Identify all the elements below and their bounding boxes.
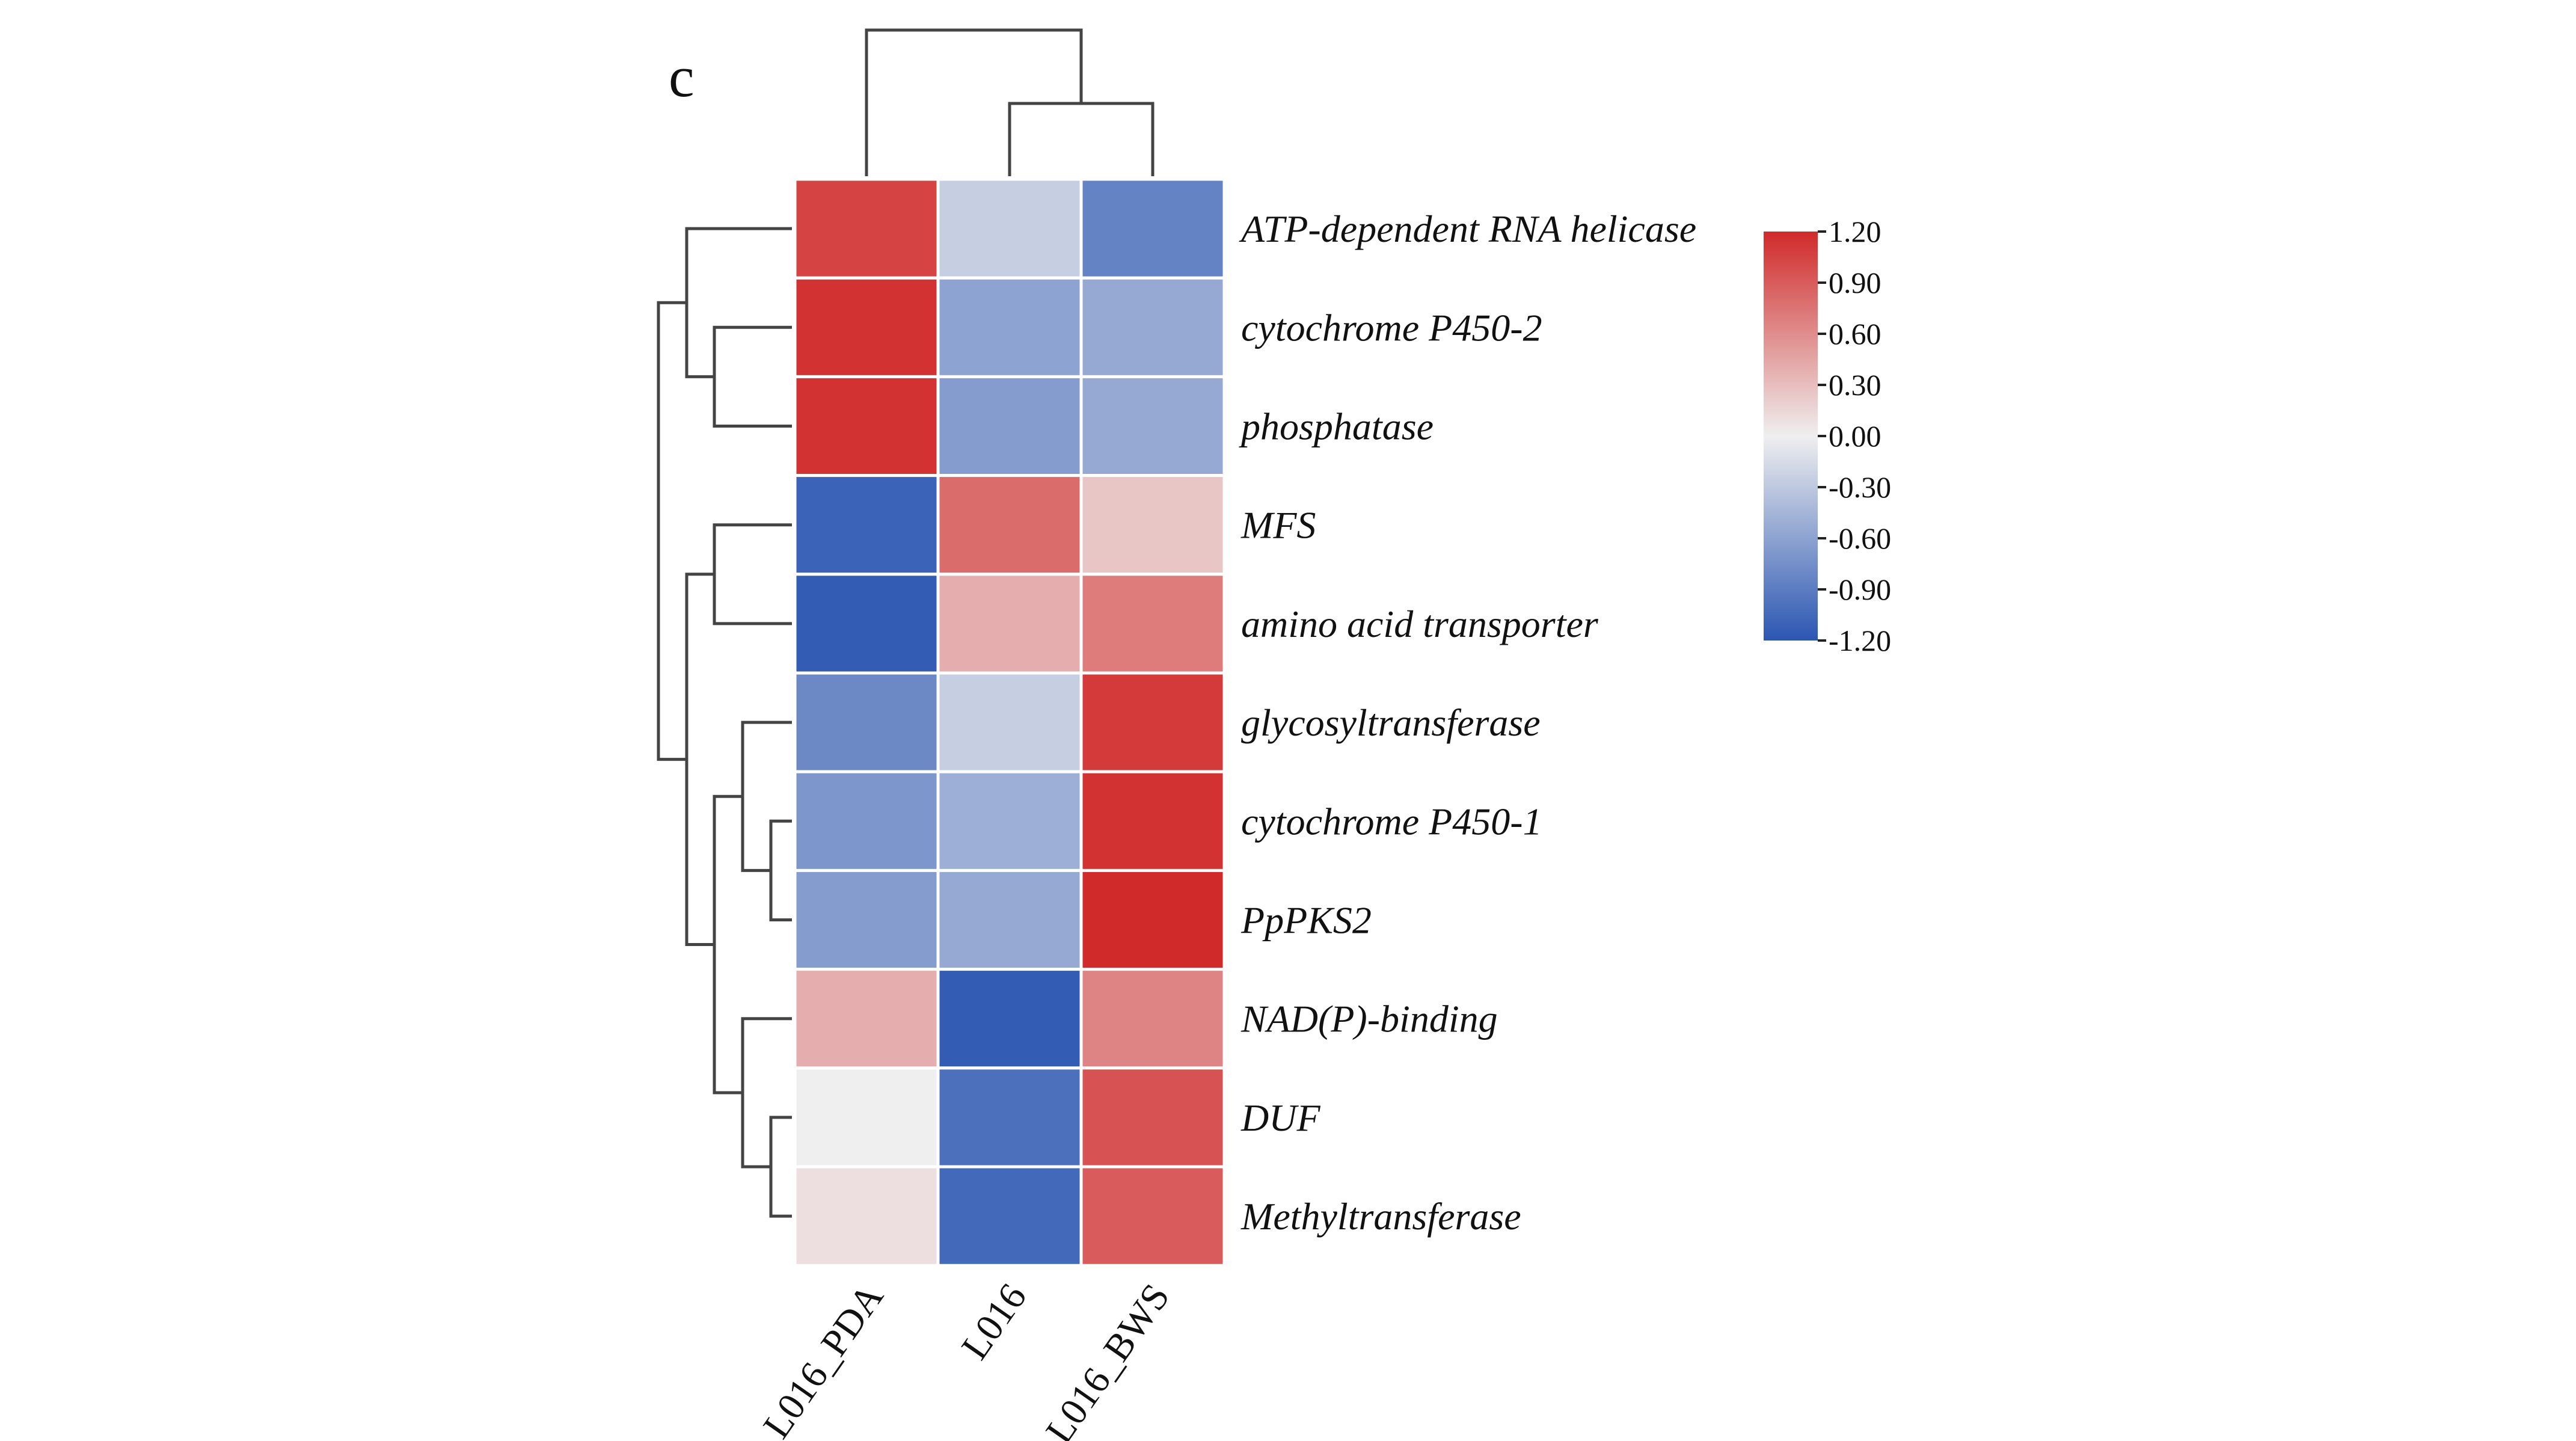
- color-tick-label: 0.00: [1829, 419, 1881, 453]
- color-tick-label: 0.90: [1829, 266, 1881, 300]
- cell-phosphatase-l016-bws: [1079, 375, 1226, 478]
- cell-cytochrome-p450-1-l016: [936, 770, 1083, 872]
- row-label-phosphatase: phosphatase: [1239, 405, 1434, 448]
- cell-cytochrome-p450-1-l016-pda: [793, 770, 940, 872]
- cell-cytochrome-p450-2-l016-pda: [793, 276, 940, 378]
- column-dendrogram: [865, 28, 1155, 176]
- heatmap-cells: [793, 177, 1226, 1267]
- row-labels: ATP-dependent RNA helicase cytochrome P45…: [1239, 207, 1696, 1238]
- color-scale-bar: [1764, 232, 1818, 641]
- cell-glycosyltransferase-l016-bws: [1079, 671, 1226, 773]
- cell-methyltransferase-l016-bws: [1079, 1165, 1226, 1267]
- cell-phosphatase-l016-pda: [793, 375, 940, 478]
- cell-amino-acid-transporter-l016-bws: [1079, 573, 1226, 675]
- color-tick-label: -0.60: [1829, 521, 1891, 555]
- cell-atp-dependent-rna-helicase-l016: [936, 177, 1083, 280]
- color-tick-label: 1.20: [1829, 215, 1881, 248]
- cell-glycosyltransferase-l016: [936, 671, 1083, 773]
- row-label-mfs: MFS: [1240, 504, 1316, 547]
- row-dendrogram: [657, 227, 792, 1218]
- cell-duf-l016-pda: [793, 1066, 940, 1169]
- cell-amino-acid-transporter-l016-pda: [793, 573, 940, 675]
- cell-duf-l016-bws: [1079, 1066, 1226, 1169]
- row-label-methyltransferase: Methyltransferase: [1240, 1195, 1521, 1238]
- cell-mfs-l016-bws: [1079, 474, 1226, 576]
- cell-pppks2-l016-pda: [793, 868, 940, 971]
- color-tick-label: 0.30: [1829, 368, 1881, 402]
- cell-cytochrome-p450-2-l016-bws: [1079, 276, 1226, 378]
- row-dendro-link-10: [657, 301, 687, 761]
- cell-nad-p-binding-l016: [936, 968, 1083, 1070]
- cell-nad-p-binding-l016-bws: [1079, 968, 1226, 1070]
- cell-methyltransferase-l016-pda: [793, 1165, 940, 1267]
- cell-cytochrome-p450-2-l016: [936, 276, 1083, 378]
- cell-atp-dependent-rna-helicase-l016-pda: [793, 177, 940, 280]
- cell-duf-l016: [936, 1066, 1083, 1169]
- col-dendro-link-2: [865, 28, 1083, 176]
- color-tick-label: -0.90: [1829, 573, 1891, 606]
- row-label-cytochrome-p450-1: cytochrome P450-1: [1241, 800, 1542, 843]
- cell-glycosyltransferase-l016-pda: [793, 671, 940, 773]
- cell-phosphatase-l016: [936, 375, 1083, 478]
- color-tick-label: 0.60: [1829, 317, 1881, 351]
- cell-cytochrome-p450-1-l016-bws: [1079, 770, 1226, 872]
- cell-pppks2-l016: [936, 868, 1083, 971]
- row-label-duf: DUF: [1240, 1096, 1320, 1139]
- color-tick-label: -0.30: [1829, 470, 1891, 504]
- cell-methyltransferase-l016: [936, 1165, 1083, 1267]
- cell-nad-p-binding-l016-pda: [793, 968, 940, 1070]
- cell-pppks2-l016-bws: [1079, 868, 1226, 971]
- cell-mfs-l016-pda: [793, 474, 940, 576]
- color-scale-ticks: 1.20 0.90 0.60 0.30 0.00 -0.30 -0.60 -0.90 -1.20: [1818, 215, 1891, 657]
- cell-atp-dependent-rna-helicase-l016-bws: [1079, 177, 1226, 280]
- row-label-amino-acid-transporter: amino acid transporter: [1241, 603, 1599, 645]
- row-label-cytochrome-p450-2: cytochrome P450-2: [1241, 306, 1542, 349]
- row-label-pppks2: PpPKS2: [1240, 899, 1372, 942]
- color-tick-label: -1.20: [1829, 624, 1891, 657]
- cell-mfs-l016: [936, 474, 1083, 576]
- row-label-nad-p-binding: NAD(P)-binding: [1240, 998, 1498, 1040]
- row-label-glycosyltransferase: glycosyltransferase: [1241, 701, 1541, 744]
- panel-letter: c: [669, 45, 695, 109]
- cell-amino-acid-transporter-l016: [936, 573, 1083, 675]
- row-label-atp-dependent-rna-helicase: ATP-dependent RNA helicase: [1239, 207, 1696, 250]
